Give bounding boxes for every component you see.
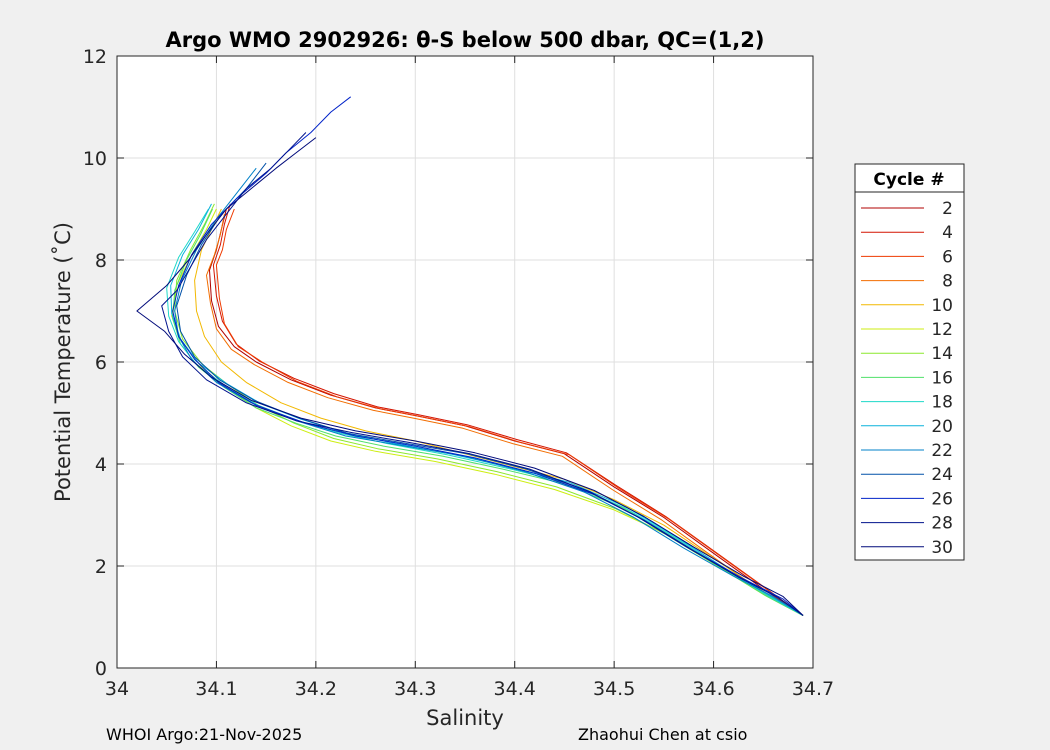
- x-axis-label: Salinity: [426, 706, 504, 730]
- series-line-cycle-6: [215, 208, 804, 616]
- series-line-cycle-10: [194, 208, 804, 616]
- y-axis-label: Potential Temperature (˚C): [51, 222, 75, 502]
- legend-label-cycle-10: 10: [931, 296, 953, 316]
- footer-credit-right: Zhaohui Chen at csio: [578, 725, 748, 744]
- legend-label-cycle-2: 2: [942, 199, 953, 219]
- y-tick-label: 10: [83, 148, 107, 170]
- y-tick-label: 4: [95, 454, 107, 476]
- legend-title: Cycle #: [873, 170, 944, 190]
- legend-label-cycle-30: 30: [931, 538, 953, 558]
- x-tick-label: 34.6: [692, 678, 734, 700]
- legend-box: [854, 163, 965, 561]
- chart-title: Argo WMO 2902926: θ-S below 500 dbar, QC…: [166, 28, 765, 52]
- x-tick-label: 34.3: [394, 678, 436, 700]
- y-tick-label: 0: [95, 658, 107, 680]
- y-tick-label: 8: [95, 250, 107, 272]
- legend-label-cycle-8: 8: [942, 272, 953, 292]
- x-tick-label: 34.5: [593, 678, 635, 700]
- series-line-cycle-4: [212, 203, 804, 616]
- footer-credit-left: WHOI Argo:21-Nov-2025: [106, 725, 303, 744]
- legend-label-cycle-28: 28: [931, 514, 953, 534]
- series-line-cycle-28: [161, 132, 804, 616]
- x-tick-label: 34.2: [295, 678, 337, 700]
- x-tick-label: 34: [105, 678, 129, 700]
- grid-lines: [117, 56, 813, 668]
- x-tick-label: 34.7: [792, 678, 834, 700]
- y-tick-label: 6: [95, 352, 107, 374]
- series-line-cycle-8: [206, 214, 804, 616]
- series-line-cycle-30: [136, 137, 804, 616]
- legend-label-cycle-14: 14: [931, 344, 953, 364]
- legend-label-cycle-22: 22: [931, 441, 953, 461]
- legend-label-cycle-4: 4: [942, 223, 953, 243]
- legend-label-cycle-26: 26: [931, 489, 953, 509]
- x-tick-label: 34.4: [494, 678, 536, 700]
- legend-label-cycle-16: 16: [931, 368, 953, 388]
- legend-label-cycle-20: 20: [931, 417, 953, 437]
- legend-label-cycle-6: 6: [942, 247, 953, 267]
- y-tick-label: 2: [95, 556, 107, 578]
- legend-label-cycle-12: 12: [931, 320, 953, 340]
- axis-ticks: 34 34.1 34.2 34.3 34.4 34.5 34.6 34.7 0 2 4 6 8 10 12: [83, 46, 834, 700]
- y-tick-label: 12: [83, 46, 107, 68]
- legend-label-cycle-18: 18: [931, 393, 953, 413]
- legend-label-cycle-24: 24: [931, 465, 953, 485]
- x-tick-label: 34.1: [195, 678, 237, 700]
- series-group: [136, 96, 804, 616]
